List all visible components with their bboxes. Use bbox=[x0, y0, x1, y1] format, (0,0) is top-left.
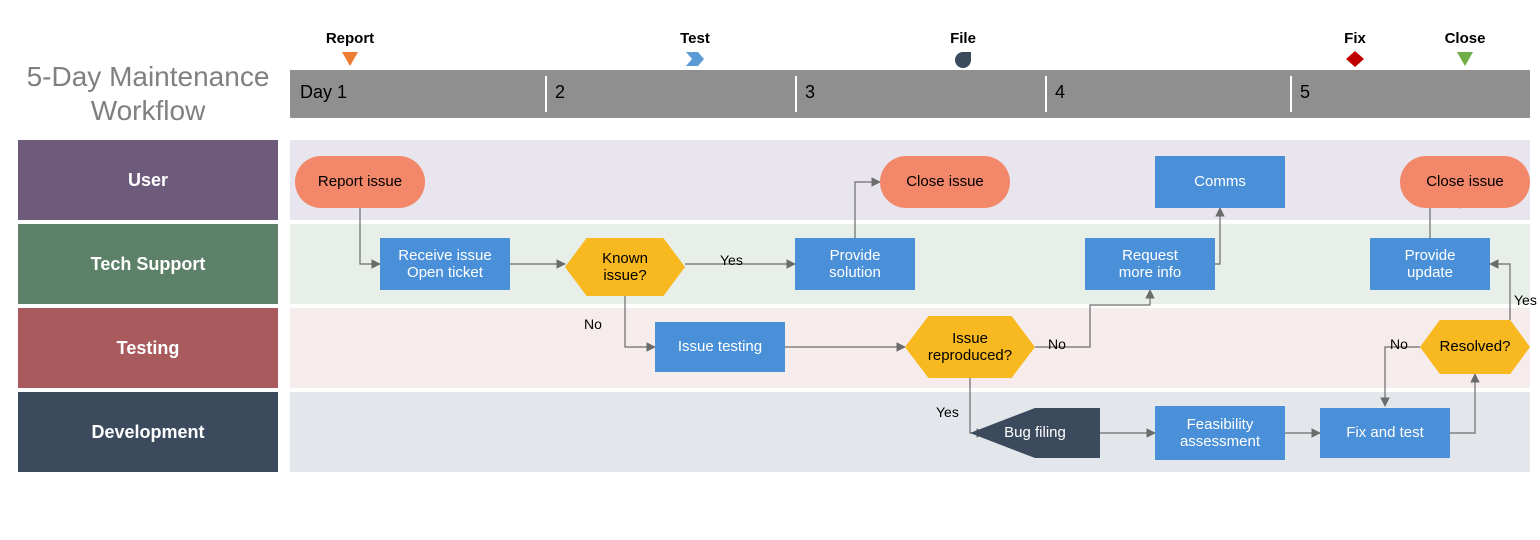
edge-label: No bbox=[584, 316, 634, 336]
edge-label: Yes bbox=[1514, 292, 1540, 312]
node-text: Fix and test bbox=[1346, 424, 1424, 441]
lane-label: Tech Support bbox=[18, 224, 278, 304]
milestone-marker-test bbox=[684, 50, 706, 68]
day-separator bbox=[1045, 76, 1047, 112]
node-text: Bug filing bbox=[1004, 424, 1066, 441]
node-n_fix: Fix and test bbox=[1320, 408, 1450, 458]
node-n_comms: Comms bbox=[1155, 156, 1285, 208]
lane-label-text: Development bbox=[91, 422, 204, 443]
day-label: 5 bbox=[1300, 82, 1420, 106]
lane-label: Testing bbox=[18, 308, 278, 388]
node-text: Issue reproduced? bbox=[928, 330, 1012, 365]
edge-label: Yes bbox=[936, 404, 986, 424]
lane-label: Development bbox=[18, 392, 278, 472]
milestone-marker-fix bbox=[1344, 50, 1366, 68]
node-n_close2: Close issue bbox=[1400, 156, 1530, 208]
day-separator bbox=[795, 76, 797, 112]
node-n_itest: Issue testing bbox=[655, 322, 785, 372]
node-text: Feasibility assessment bbox=[1180, 416, 1260, 451]
milestone-label: File bbox=[928, 30, 998, 50]
edge-label: No bbox=[1390, 336, 1440, 356]
day-label: 3 bbox=[805, 82, 925, 106]
node-text: Report issue bbox=[318, 173, 402, 190]
lane-label-text: Tech Support bbox=[91, 254, 206, 275]
node-text: Provide solution bbox=[829, 247, 881, 282]
node-text: Close issue bbox=[906, 173, 984, 190]
day-separator bbox=[545, 76, 547, 112]
node-text: Issue testing bbox=[678, 338, 762, 355]
node-n_known: Known issue? bbox=[565, 238, 685, 296]
lane-label-text: User bbox=[128, 170, 168, 191]
node-text: Close issue bbox=[1426, 173, 1504, 190]
node-n_report: Report issue bbox=[295, 156, 425, 208]
node-n_receive: Receive issue Open ticket bbox=[380, 238, 510, 290]
node-text: Resolved? bbox=[1440, 338, 1511, 355]
edge-label: Yes bbox=[720, 252, 770, 272]
lane-label-text: Testing bbox=[117, 338, 180, 359]
node-n_update: Provide update bbox=[1370, 238, 1490, 290]
edge-label: No bbox=[1048, 336, 1098, 356]
milestone-label: Close bbox=[1430, 30, 1500, 50]
day-separator bbox=[1290, 76, 1292, 112]
node-text: Provide update bbox=[1405, 247, 1456, 282]
node-n_repro: Issue reproduced? bbox=[905, 316, 1035, 378]
milestone-label: Report bbox=[315, 30, 385, 50]
node-n_reqinfo: Request more info bbox=[1085, 238, 1215, 290]
milestone-marker-report bbox=[339, 50, 361, 68]
node-n_provide: Provide solution bbox=[795, 238, 915, 290]
day-label: 4 bbox=[1055, 82, 1175, 106]
node-text: Known issue? bbox=[602, 250, 648, 285]
milestone-marker-file bbox=[952, 50, 974, 68]
node-n_feas: Feasibility assessment bbox=[1155, 406, 1285, 460]
node-text: Request more info bbox=[1119, 247, 1182, 282]
lane-label: User bbox=[18, 140, 278, 220]
day-label: Day 1 bbox=[300, 82, 420, 106]
milestone-label: Fix bbox=[1320, 30, 1390, 50]
node-n_close1: Close issue bbox=[880, 156, 1010, 208]
day-label: 2 bbox=[555, 82, 675, 106]
milestone-label: Test bbox=[660, 30, 730, 50]
node-text: Comms bbox=[1194, 173, 1246, 190]
page-title: 5-Day Maintenance Workflow bbox=[18, 60, 278, 140]
milestone-marker-close bbox=[1454, 50, 1476, 68]
node-text: Receive issue Open ticket bbox=[398, 247, 491, 282]
